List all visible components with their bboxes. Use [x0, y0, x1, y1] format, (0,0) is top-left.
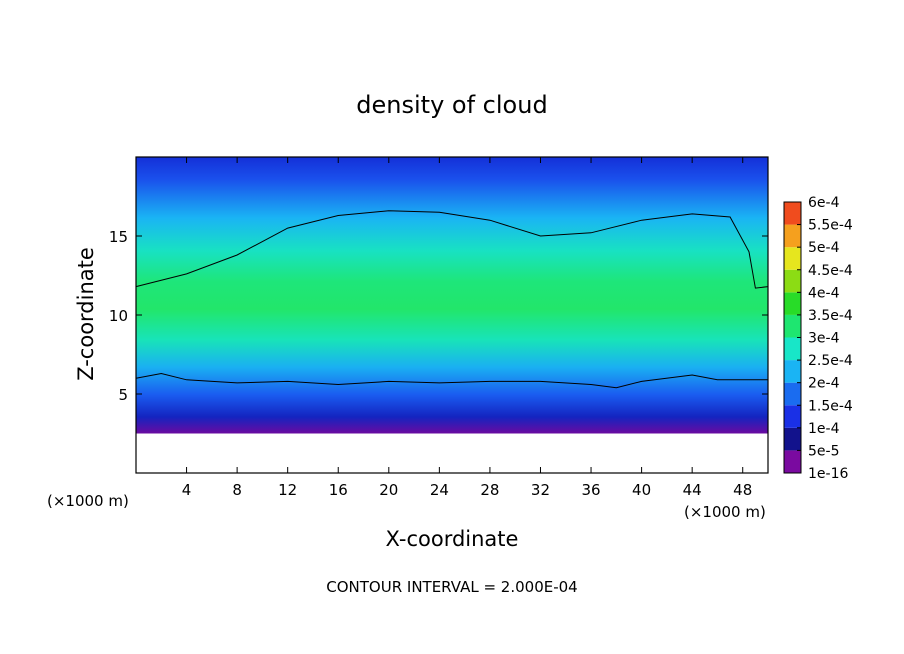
x-tick-label: 8: [232, 481, 242, 499]
plot-area: [135, 156, 769, 474]
colorbar-swatch: [784, 292, 801, 315]
colorbar-label: 5.5e-4: [808, 218, 853, 234]
contour-line-lower: [135, 372, 768, 389]
colorbar-label: 2e-4: [808, 376, 840, 392]
colorbar-label: 1e-16: [808, 466, 848, 482]
colorbar-swatch: [784, 450, 801, 473]
y-axis-label: Z-coordinate: [74, 247, 98, 381]
x-unit-left: (×1000 m): [47, 492, 129, 510]
colorbar-swatch: [784, 269, 801, 293]
colorbar-swatch: [784, 314, 801, 338]
x-tick-label: 12: [278, 481, 297, 499]
x-tick-label: 44: [683, 481, 702, 499]
contour-interval-note: CONTOUR INTERVAL = 2.000E-04: [326, 578, 577, 596]
colorbar-label: 2.5e-4: [808, 353, 853, 369]
colorbar-label: 3e-4: [808, 331, 840, 347]
x-tick-label: 40: [632, 481, 651, 499]
x-axis-label: X-coordinate: [386, 527, 519, 551]
x-tick-label: 20: [379, 481, 398, 499]
colorbar: 1e-16 5e-5 1e-4 1.5e-4 2e-4 2.5e-4 3e-4 3.5e-4 4…: [783, 195, 853, 482]
colorbar-label: 6e-4: [808, 195, 840, 211]
colorbar-label: 3.5e-4: [808, 308, 853, 324]
colorbar-swatch: [784, 247, 801, 270]
x-tick-label: 36: [581, 481, 600, 499]
x-tick-label: 16: [329, 481, 348, 499]
chart-title: density of cloud: [356, 91, 547, 119]
contour-line-upper: [135, 210, 769, 289]
x-tick-label: 32: [531, 481, 550, 499]
colorbar-swatch: [784, 202, 801, 225]
x-tick-label: 28: [480, 481, 499, 499]
colorbar-label: 1.5e-4: [808, 398, 853, 414]
colorbar-swatch: [784, 405, 801, 428]
density-field: [136, 157, 768, 434]
y-axis: 5 10 15: [109, 228, 768, 404]
colorbar-label: 5e-5: [808, 443, 839, 459]
colorbar-swatch: [784, 360, 801, 383]
colorbar-label: 4.5e-4: [808, 263, 853, 279]
x-tick-label: 24: [430, 481, 449, 499]
y-tick-label: 5: [118, 386, 128, 404]
colorbar-swatch: [784, 427, 801, 451]
x-unit-right: (×1000 m): [684, 503, 766, 521]
colorbar-swatch: [784, 337, 801, 361]
x-tick-label: 4: [182, 481, 192, 499]
y-tick-label: 15: [109, 228, 128, 246]
colorbar-label: 5e-4: [808, 240, 840, 256]
colorbar-label: 1e-4: [808, 421, 840, 437]
x-axis: 4 8 12 16 20 24 28 32 36 40 44 48: [182, 157, 752, 499]
x-tick-label: 48: [733, 481, 752, 499]
colorbar-label: 4e-4: [808, 285, 840, 301]
colorbar-swatch: [784, 382, 801, 406]
colorbar-swatch: [784, 224, 801, 248]
y-tick-label: 10: [109, 307, 128, 325]
